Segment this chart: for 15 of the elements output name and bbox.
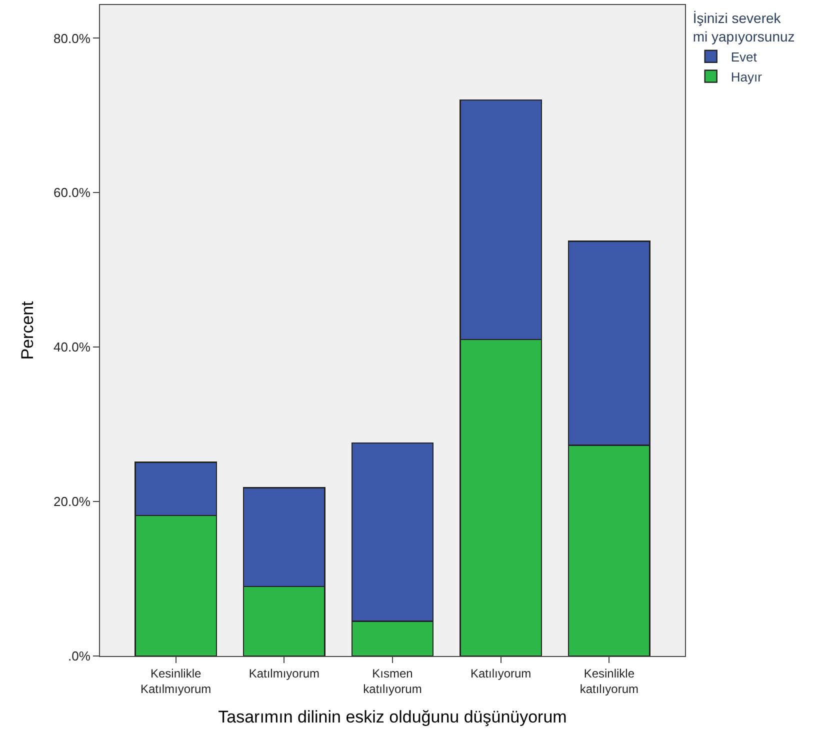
x-tick-label: Kesinlikle katılıyorum xyxy=(580,666,639,696)
y-tick-label: 20.0% xyxy=(54,494,91,510)
y-tick-label: 60.0% xyxy=(54,185,91,200)
legend-title: İşinizi severek mi yapıyorsunuz xyxy=(692,10,795,44)
x-tick-label: Katılıyorum xyxy=(470,666,532,680)
legend-label: Hayır xyxy=(730,69,763,84)
x-axis-title: Tasarımın dilinin eskiz olduğunu düşünüyorum xyxy=(218,707,567,726)
x-tick-label: Katılmıyorum xyxy=(248,666,320,680)
y-tick-label: 40.0% xyxy=(54,340,91,355)
x-tick-label: Kesinlikle Katılmıyorum xyxy=(140,666,212,696)
x-tick-label: Kısmen katılıyorum xyxy=(363,666,422,696)
legend-label: Evet xyxy=(730,49,758,64)
y-axis-title: Percent xyxy=(18,300,38,360)
y-tick-label: .0% xyxy=(68,648,91,664)
y-tick-label: 80.0% xyxy=(54,30,91,46)
